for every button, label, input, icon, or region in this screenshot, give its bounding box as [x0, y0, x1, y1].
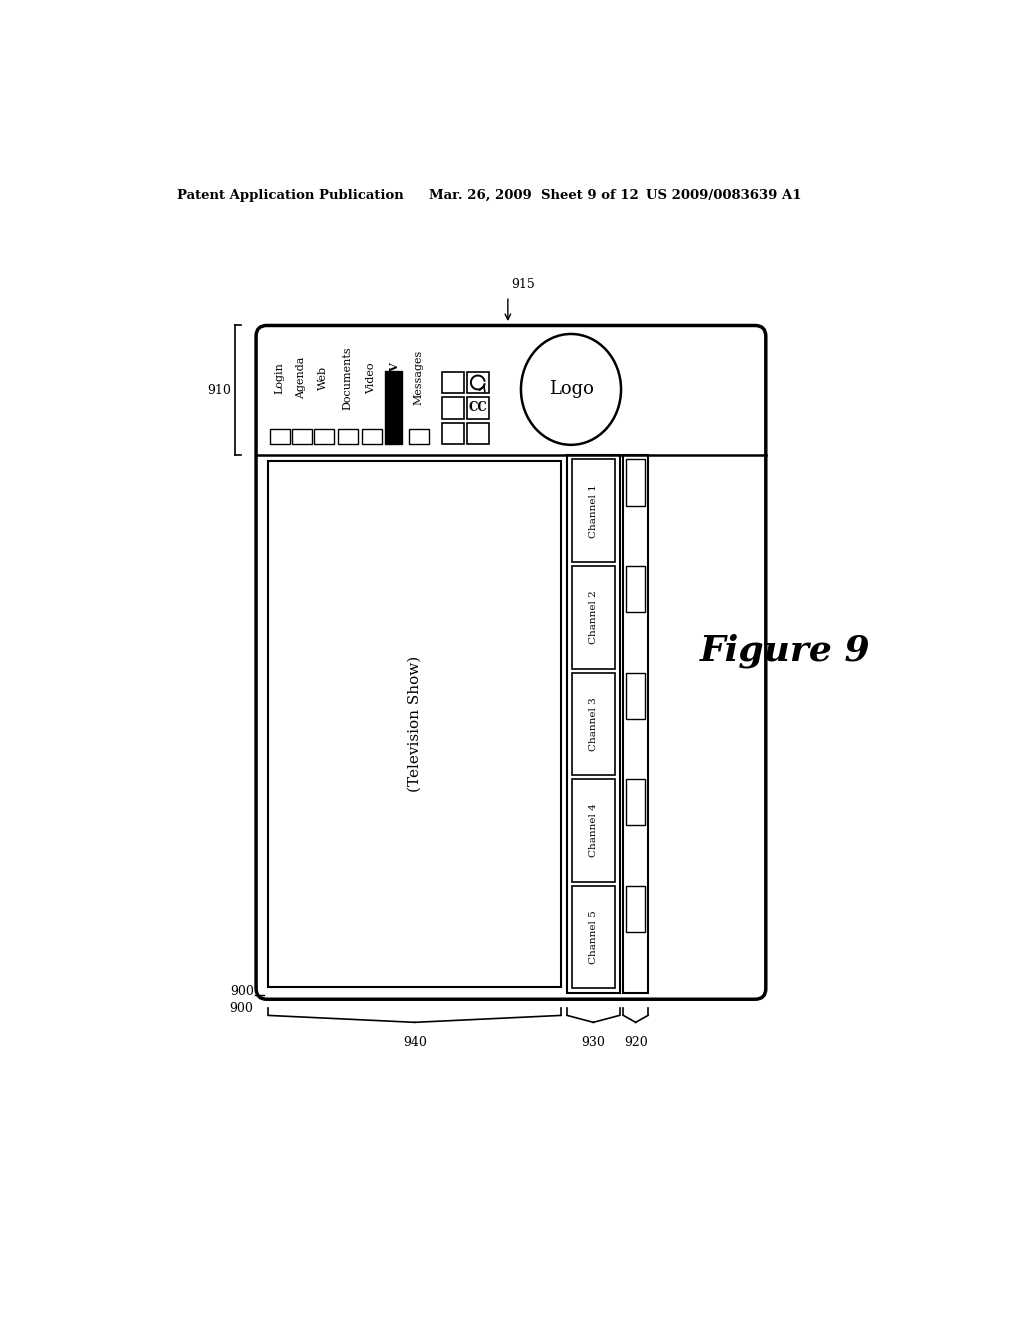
- Bar: [339, 429, 358, 444]
- Text: Video: Video: [366, 362, 376, 393]
- Text: Figure 9: Figure 9: [699, 634, 870, 668]
- Text: 915: 915: [512, 277, 536, 290]
- Bar: [467, 372, 488, 393]
- FancyBboxPatch shape: [256, 326, 766, 999]
- Text: Logo: Logo: [549, 380, 594, 399]
- Bar: [442, 372, 464, 393]
- Bar: [270, 429, 290, 444]
- Bar: [571, 566, 614, 669]
- Text: CATV: CATV: [388, 360, 399, 395]
- Text: Agenda: Agenda: [297, 356, 306, 399]
- Bar: [385, 371, 402, 444]
- Bar: [571, 673, 614, 775]
- Bar: [571, 459, 614, 562]
- Text: 940: 940: [402, 1036, 427, 1049]
- Bar: [442, 397, 464, 418]
- Text: 900: 900: [230, 985, 255, 998]
- Text: Channel 2: Channel 2: [589, 590, 598, 644]
- Text: Mar. 26, 2009  Sheet 9 of 12: Mar. 26, 2009 Sheet 9 of 12: [429, 189, 639, 202]
- Text: Channel 5: Channel 5: [589, 911, 598, 964]
- Bar: [571, 886, 614, 989]
- Text: Login: Login: [274, 362, 285, 393]
- Text: CC: CC: [468, 401, 487, 414]
- Bar: [268, 461, 561, 987]
- Ellipse shape: [521, 334, 621, 445]
- Bar: [627, 459, 645, 506]
- Bar: [361, 429, 382, 444]
- Bar: [627, 673, 645, 719]
- Text: 930: 930: [582, 1036, 605, 1049]
- Text: Channel 4: Channel 4: [589, 804, 598, 858]
- Text: Documents: Documents: [343, 346, 352, 409]
- Text: 920: 920: [624, 1036, 647, 1049]
- Text: Channel 3: Channel 3: [589, 697, 598, 751]
- Text: Messages: Messages: [414, 350, 424, 405]
- Bar: [627, 886, 645, 932]
- Bar: [467, 397, 488, 418]
- Text: 900: 900: [229, 1002, 253, 1015]
- Bar: [313, 429, 334, 444]
- Text: Channel 1: Channel 1: [589, 484, 598, 537]
- Text: US 2009/0083639 A1: US 2009/0083639 A1: [646, 189, 802, 202]
- Bar: [467, 422, 488, 444]
- Text: Web: Web: [318, 366, 328, 389]
- Bar: [567, 455, 620, 993]
- Bar: [410, 429, 429, 444]
- Text: (Television Show): (Television Show): [408, 656, 422, 792]
- Bar: [292, 429, 312, 444]
- Bar: [627, 566, 645, 612]
- Text: 910: 910: [207, 384, 230, 397]
- Bar: [442, 422, 464, 444]
- Bar: [627, 779, 645, 825]
- Text: Patent Application Publication: Patent Application Publication: [177, 189, 403, 202]
- Bar: [571, 779, 614, 882]
- Bar: [624, 455, 648, 993]
